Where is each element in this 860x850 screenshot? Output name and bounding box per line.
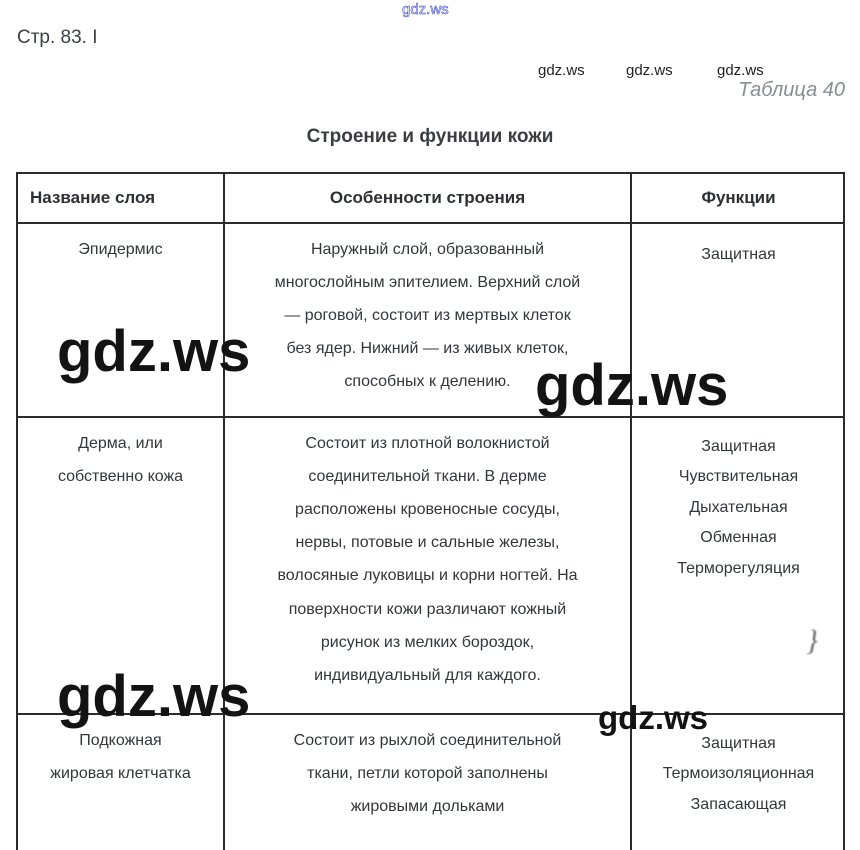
svg-text:gdz.ws: gdz.ws <box>402 1 449 18</box>
